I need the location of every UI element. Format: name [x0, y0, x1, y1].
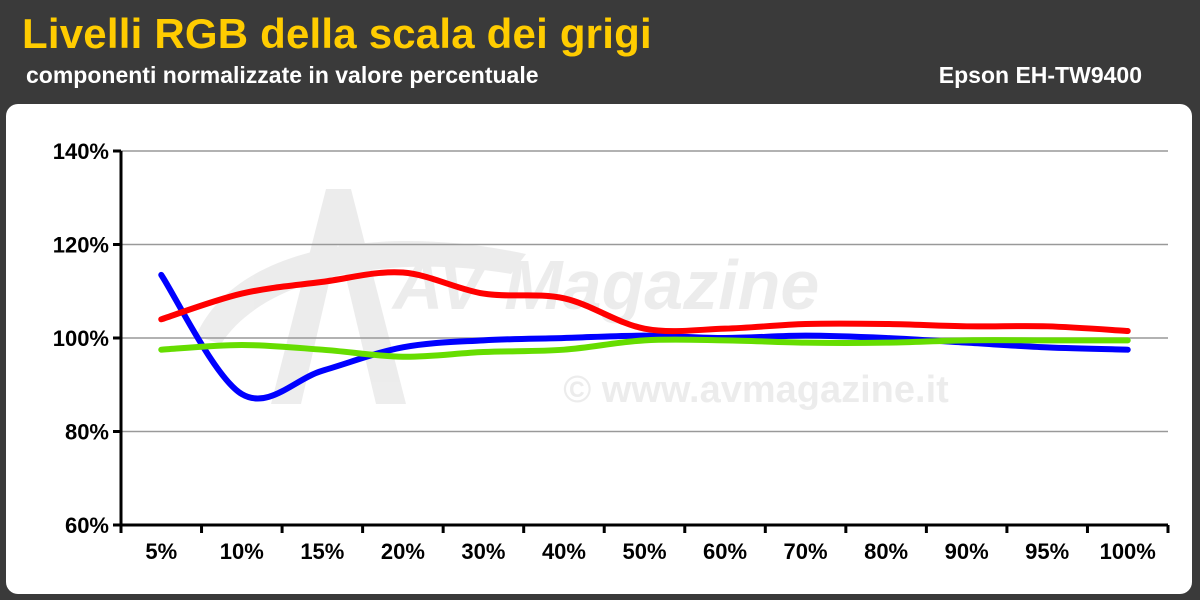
y-tick-label-0: 60% — [65, 513, 109, 538]
chart-subtitle: componenti normalizzate in valore percen… — [26, 62, 539, 88]
watermark-url: © www.avmagazine.it — [563, 369, 949, 411]
y-tick-label-4: 140% — [53, 139, 109, 164]
y-tick-labels: 60% 80% 100% 120% 140% — [53, 139, 109, 538]
chart-panel: AV Magazine © www.avmagazine.it 60% 80% 10… — [6, 104, 1192, 594]
x-tick-label-6: 50% — [622, 539, 666, 564]
watermark-logo-swoosh — [196, 241, 526, 344]
x-tick-label-0: 5% — [145, 539, 177, 564]
series-lines — [158, 269, 1131, 402]
x-tick-label-1: 10% — [220, 539, 264, 564]
x-tick-label-8: 70% — [784, 539, 828, 564]
x-tick-label-7: 60% — [703, 539, 747, 564]
x-tick-labels: 5% 10% 15% 20% 30% 40% 50% 60% 70% 80% 90% 95% 100% — [145, 539, 1156, 564]
watermark-logo-a — [271, 189, 406, 404]
x-tick-label-3: 20% — [381, 539, 425, 564]
x-tick-label-9: 80% — [864, 539, 908, 564]
x-tick-label-10: 90% — [945, 539, 989, 564]
y-tick-label-2: 100% — [53, 326, 109, 351]
series-line-green — [158, 336, 1131, 360]
series-line-red — [158, 269, 1131, 335]
chart-title: Livelli RGB della scala dei grigi — [22, 10, 652, 57]
chart-svg: AV Magazine © www.avmagazine.it 60%80%10… — [53, 139, 1170, 564]
y-tick-label-1: 80% — [65, 420, 109, 445]
header: Livelli RGB della scala dei grigi compon… — [0, 0, 1200, 100]
x-tick-label-5: 40% — [542, 539, 586, 564]
x-tick-label-12: 100% — [1100, 539, 1156, 564]
axes — [113, 149, 1170, 533]
device-model: Epson EH-TW9400 — [938, 62, 1142, 88]
x-tick-label-4: 30% — [461, 539, 505, 564]
y-tick-label-3: 120% — [53, 233, 109, 258]
x-tick-label-2: 15% — [300, 539, 344, 564]
x-tick-label-11: 95% — [1025, 539, 1069, 564]
